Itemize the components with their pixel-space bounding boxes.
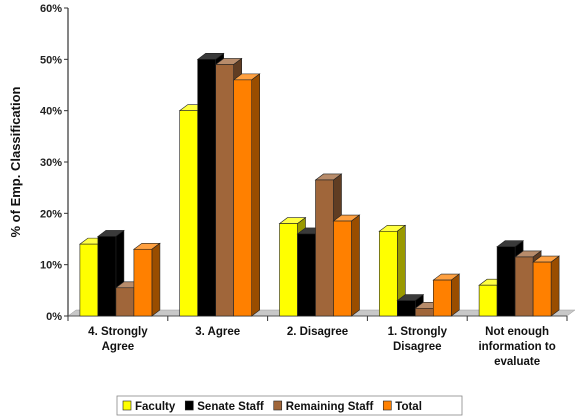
x-category-label: 4. Strongly Agree: [88, 326, 148, 353]
y-tick-label: 0%: [46, 311, 62, 323]
y-tick-label: 30%: [40, 157, 62, 169]
bar: [232, 73, 261, 317]
x-category-label: 3. Agree: [195, 326, 240, 338]
y-tick-label: 60%: [40, 3, 62, 15]
bar: [132, 242, 161, 317]
x-category-label: 1. Strongly Disagree: [388, 326, 448, 353]
y-tick-label: 50%: [40, 54, 62, 66]
legend-swatch: [184, 400, 194, 411]
x-category-label: 2. Disagree: [287, 326, 348, 338]
bar: [432, 273, 461, 317]
legend-label: Faculty: [135, 401, 176, 413]
legend-label: Total: [395, 401, 422, 413]
bar: [332, 214, 361, 317]
x-category-label: Not enough information to evaluate: [478, 326, 555, 368]
legend-box: [116, 395, 463, 416]
y-tick-label: 10%: [40, 260, 62, 272]
chart-bars: [79, 52, 560, 317]
y-axis-label: % of Emp. Classification: [8, 86, 23, 237]
legend-label: Senate Staff: [197, 401, 264, 413]
chart-legend: Faculty Senate Staff Remaining Staff Total: [116, 395, 463, 416]
y-tick-label: 20%: [40, 208, 62, 220]
legend-swatch: [122, 400, 132, 411]
bar: [378, 224, 407, 317]
chart-labels: 0% 10% 20% 30% 40% 50% 60% % of Emp. Classifica…: [8, 3, 556, 368]
y-tick-label: 40%: [40, 106, 62, 118]
legend-label: Remaining Staff: [286, 401, 374, 413]
legend-swatch: [382, 400, 392, 411]
legend-swatch: [273, 400, 283, 411]
bar: [532, 255, 560, 317]
